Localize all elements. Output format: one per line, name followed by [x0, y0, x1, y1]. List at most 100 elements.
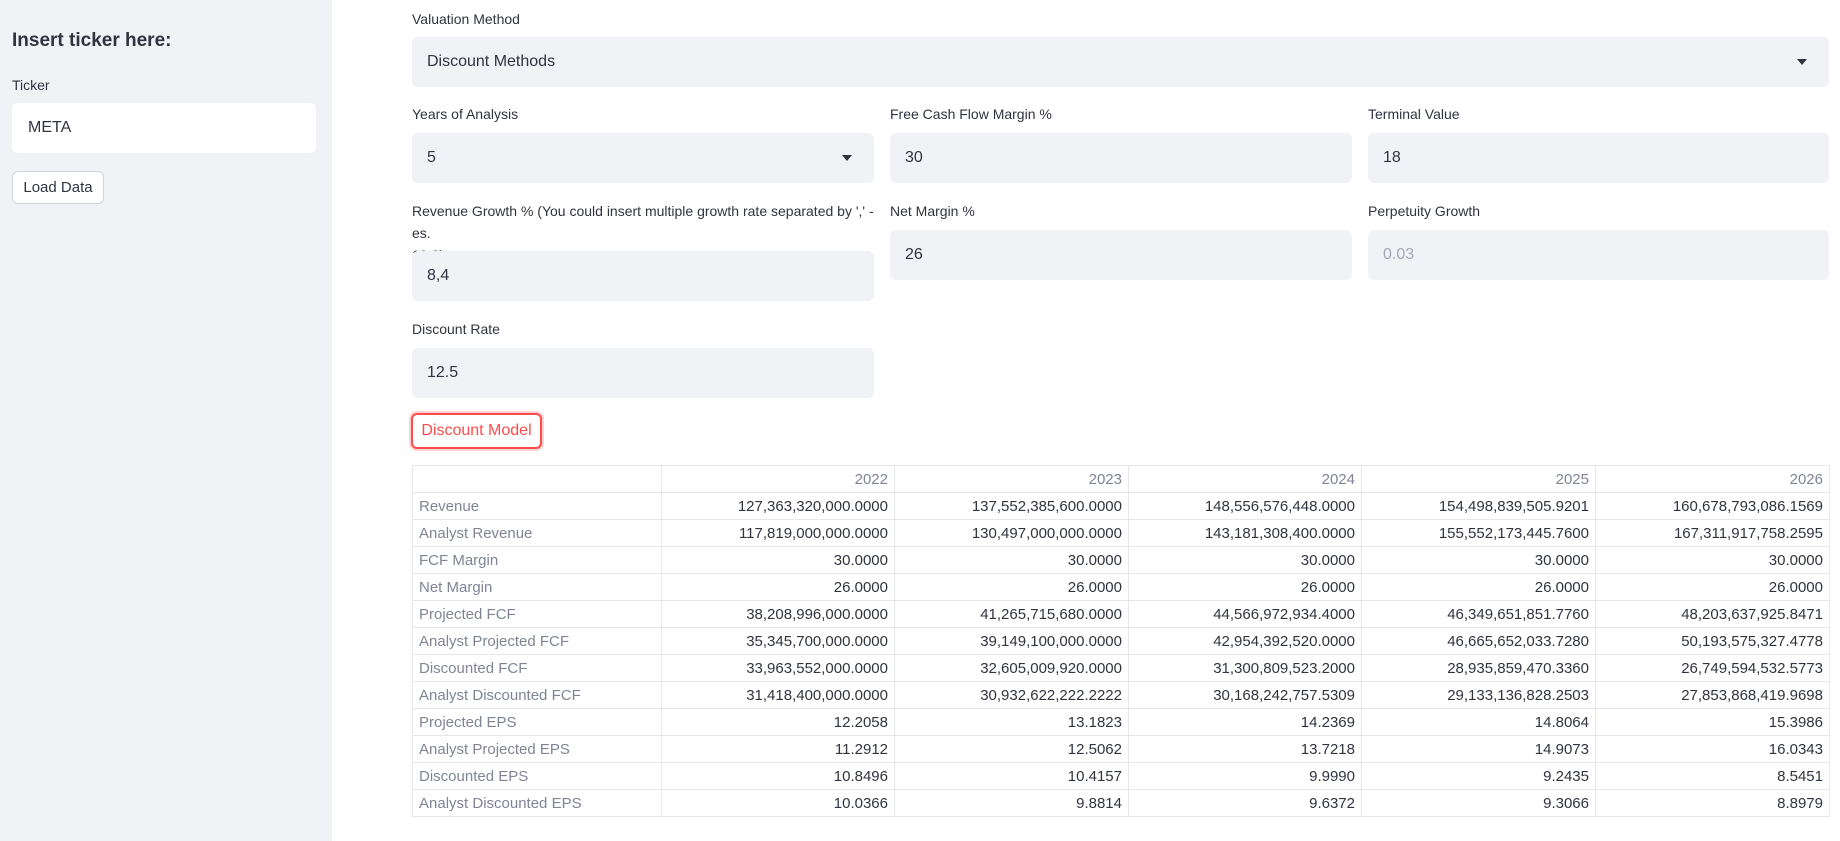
years-select[interactable]: 5: [412, 133, 874, 183]
table-cell: 13.1823: [894, 708, 1129, 736]
table-row: Analyst Projected EPS 11.2912 12.5062 13.72…: [412, 735, 1830, 763]
table-cell: 9.9990: [1128, 762, 1362, 790]
table-cell: 10.0366: [661, 789, 895, 817]
table-cell: 46,349,651,851.7760: [1361, 600, 1596, 628]
table-cell: 30.0000: [1361, 546, 1596, 574]
column-header: 2023: [894, 465, 1129, 493]
table-cell: 33,963,552,000.0000: [661, 654, 895, 682]
valuation-method-label: Valuation Method: [412, 11, 520, 27]
sidebar: Insert ticker here: Ticker META Load Dat…: [0, 0, 332, 841]
table-cell: 26.0000: [661, 573, 895, 601]
ticker-input[interactable]: META: [12, 103, 316, 153]
column-header: 2025: [1361, 465, 1596, 493]
table-cell: 39,149,100,000.0000: [894, 627, 1129, 655]
row-header: Projected EPS: [412, 708, 662, 736]
table-cell: 42,954,392,520.0000: [1128, 627, 1362, 655]
table-cell: 127,363,320,000.0000: [661, 492, 895, 520]
table-cell: 26.0000: [894, 573, 1129, 601]
years-label: Years of Analysis: [412, 106, 519, 122]
table-header: 2022 2023 2024 2025 2026: [412, 465, 1830, 493]
row-header: FCF Margin: [412, 546, 662, 574]
table-cell: 8.5451: [1595, 762, 1830, 790]
table-cell: 11.2912: [661, 735, 895, 763]
table-cell: 12.2058: [661, 708, 895, 736]
table-cell: 30.0000: [894, 546, 1129, 574]
table-cell: 16.0343: [1595, 735, 1830, 763]
revenue-growth-input[interactable]: 8,4: [412, 251, 874, 301]
column-header: 2024: [1128, 465, 1362, 493]
row-header: Discounted EPS: [412, 762, 662, 790]
table-header-row: 2022 2023 2024 2025 2026: [412, 465, 1830, 493]
table-cell: 46,665,652,033.7280: [1361, 627, 1596, 655]
table-row: Discounted EPS 10.8496 10.4157 9.9990 9.2435…: [412, 762, 1830, 790]
table-row: Analyst Revenue 117,819,000,000.0000 130,4…: [412, 519, 1830, 547]
column-header: 2022: [661, 465, 895, 493]
table-cell: 50,193,575,327.4778: [1595, 627, 1830, 655]
table-cell: 10.8496: [661, 762, 895, 790]
net-margin-label: Net Margin %: [890, 203, 975, 219]
table-row: Analyst Discounted FCF 31,418,400,000.000…: [412, 681, 1830, 709]
terminal-value-label: Terminal Value: [1368, 106, 1460, 122]
table-cell: 167,311,917,758.2595: [1595, 519, 1830, 547]
revenue-growth-label-line1: Revenue Growth % (You could insert multi…: [412, 203, 874, 241]
years-value: 5: [427, 149, 436, 166]
table-row: Revenue 127,363,320,000.0000 137,552,385,6…: [412, 492, 1830, 520]
chevron-down-icon: [1797, 59, 1807, 65]
table-cell: 48,203,637,925.8471: [1595, 600, 1830, 628]
row-header: Revenue: [412, 492, 662, 520]
chevron-down-icon: [842, 155, 852, 161]
row-header: Net Margin: [412, 573, 662, 601]
table-cell: 26.0000: [1361, 573, 1596, 601]
row-header: Analyst Projected EPS: [412, 735, 662, 763]
sidebar-title: Insert ticker here:: [12, 30, 172, 51]
valuation-method-select[interactable]: Discount Methods: [412, 37, 1829, 87]
table-cell: 9.2435: [1361, 762, 1596, 790]
table-cell: 26.0000: [1595, 573, 1830, 601]
table-cell: 160,678,793,086.1569: [1595, 492, 1830, 520]
table-cell: 30.0000: [661, 546, 895, 574]
row-header: Analyst Projected FCF: [412, 627, 662, 655]
table-cell: 30.0000: [1128, 546, 1362, 574]
discount-rate-input[interactable]: 12.5: [412, 348, 874, 398]
discount-model-button[interactable]: Discount Model: [411, 413, 542, 449]
row-header: Analyst Discounted EPS: [412, 789, 662, 817]
valuation-table: 2022 2023 2024 2025 2026 Revenue 127,363,…: [412, 465, 1830, 817]
perpetuity-growth-input[interactable]: 0.03: [1368, 230, 1829, 280]
terminal-value-input[interactable]: 18: [1368, 133, 1829, 183]
net-margin-input[interactable]: 26: [890, 230, 1352, 280]
row-header: Projected FCF: [412, 600, 662, 628]
ticker-label: Ticker: [12, 77, 50, 93]
table-cell: 13.7218: [1128, 735, 1362, 763]
table-cell: 31,418,400,000.0000: [661, 681, 895, 709]
load-data-button[interactable]: Load Data: [12, 171, 104, 204]
table-cell: 130,497,000,000.0000: [894, 519, 1129, 547]
table-cell: 30,168,242,757.5309: [1128, 681, 1362, 709]
table-row: Projected EPS 12.2058 13.1823 14.2369 14.806…: [412, 708, 1830, 736]
fcf-margin-input[interactable]: 30: [890, 133, 1352, 183]
table-row: Projected FCF 38,208,996,000.0000 41,265,7…: [412, 600, 1830, 628]
table-cell: 30,932,622,222.2222: [894, 681, 1129, 709]
column-header: [412, 465, 662, 493]
table-cell: 38,208,996,000.0000: [661, 600, 895, 628]
perpetuity-growth-label: Perpetuity Growth: [1368, 203, 1481, 219]
table-cell: 155,552,173,445.7600: [1361, 519, 1596, 547]
table-cell: 10.4157: [894, 762, 1129, 790]
table-body: Revenue 127,363,320,000.0000 137,552,385,6…: [412, 492, 1830, 817]
column-header: 2026: [1595, 465, 1830, 493]
table-cell: 9.8814: [894, 789, 1129, 817]
fcf-margin-label: Free Cash Flow Margin %: [890, 106, 1052, 122]
valuation-method-value: Discount Methods: [427, 53, 556, 70]
table-cell: 12.5062: [894, 735, 1129, 763]
table-cell: 143,181,308,400.0000: [1128, 519, 1362, 547]
table-cell: 26,749,594,532.5773: [1595, 654, 1830, 682]
table-cell: 26.0000: [1128, 573, 1362, 601]
table-row: Analyst Projected FCF 35,345,700,000.0000…: [412, 627, 1830, 655]
row-header: Discounted FCF: [412, 654, 662, 682]
table-cell: 9.6372: [1128, 789, 1362, 817]
row-header: Analyst Revenue: [412, 519, 662, 547]
discount-rate-label: Discount Rate: [412, 321, 500, 337]
table-cell: 44,566,972,934.4000: [1128, 600, 1362, 628]
table-cell: 117,819,000,000.0000: [661, 519, 895, 547]
table-cell: 154,498,839,505.9201: [1361, 492, 1596, 520]
table-cell: 14.2369: [1128, 708, 1362, 736]
